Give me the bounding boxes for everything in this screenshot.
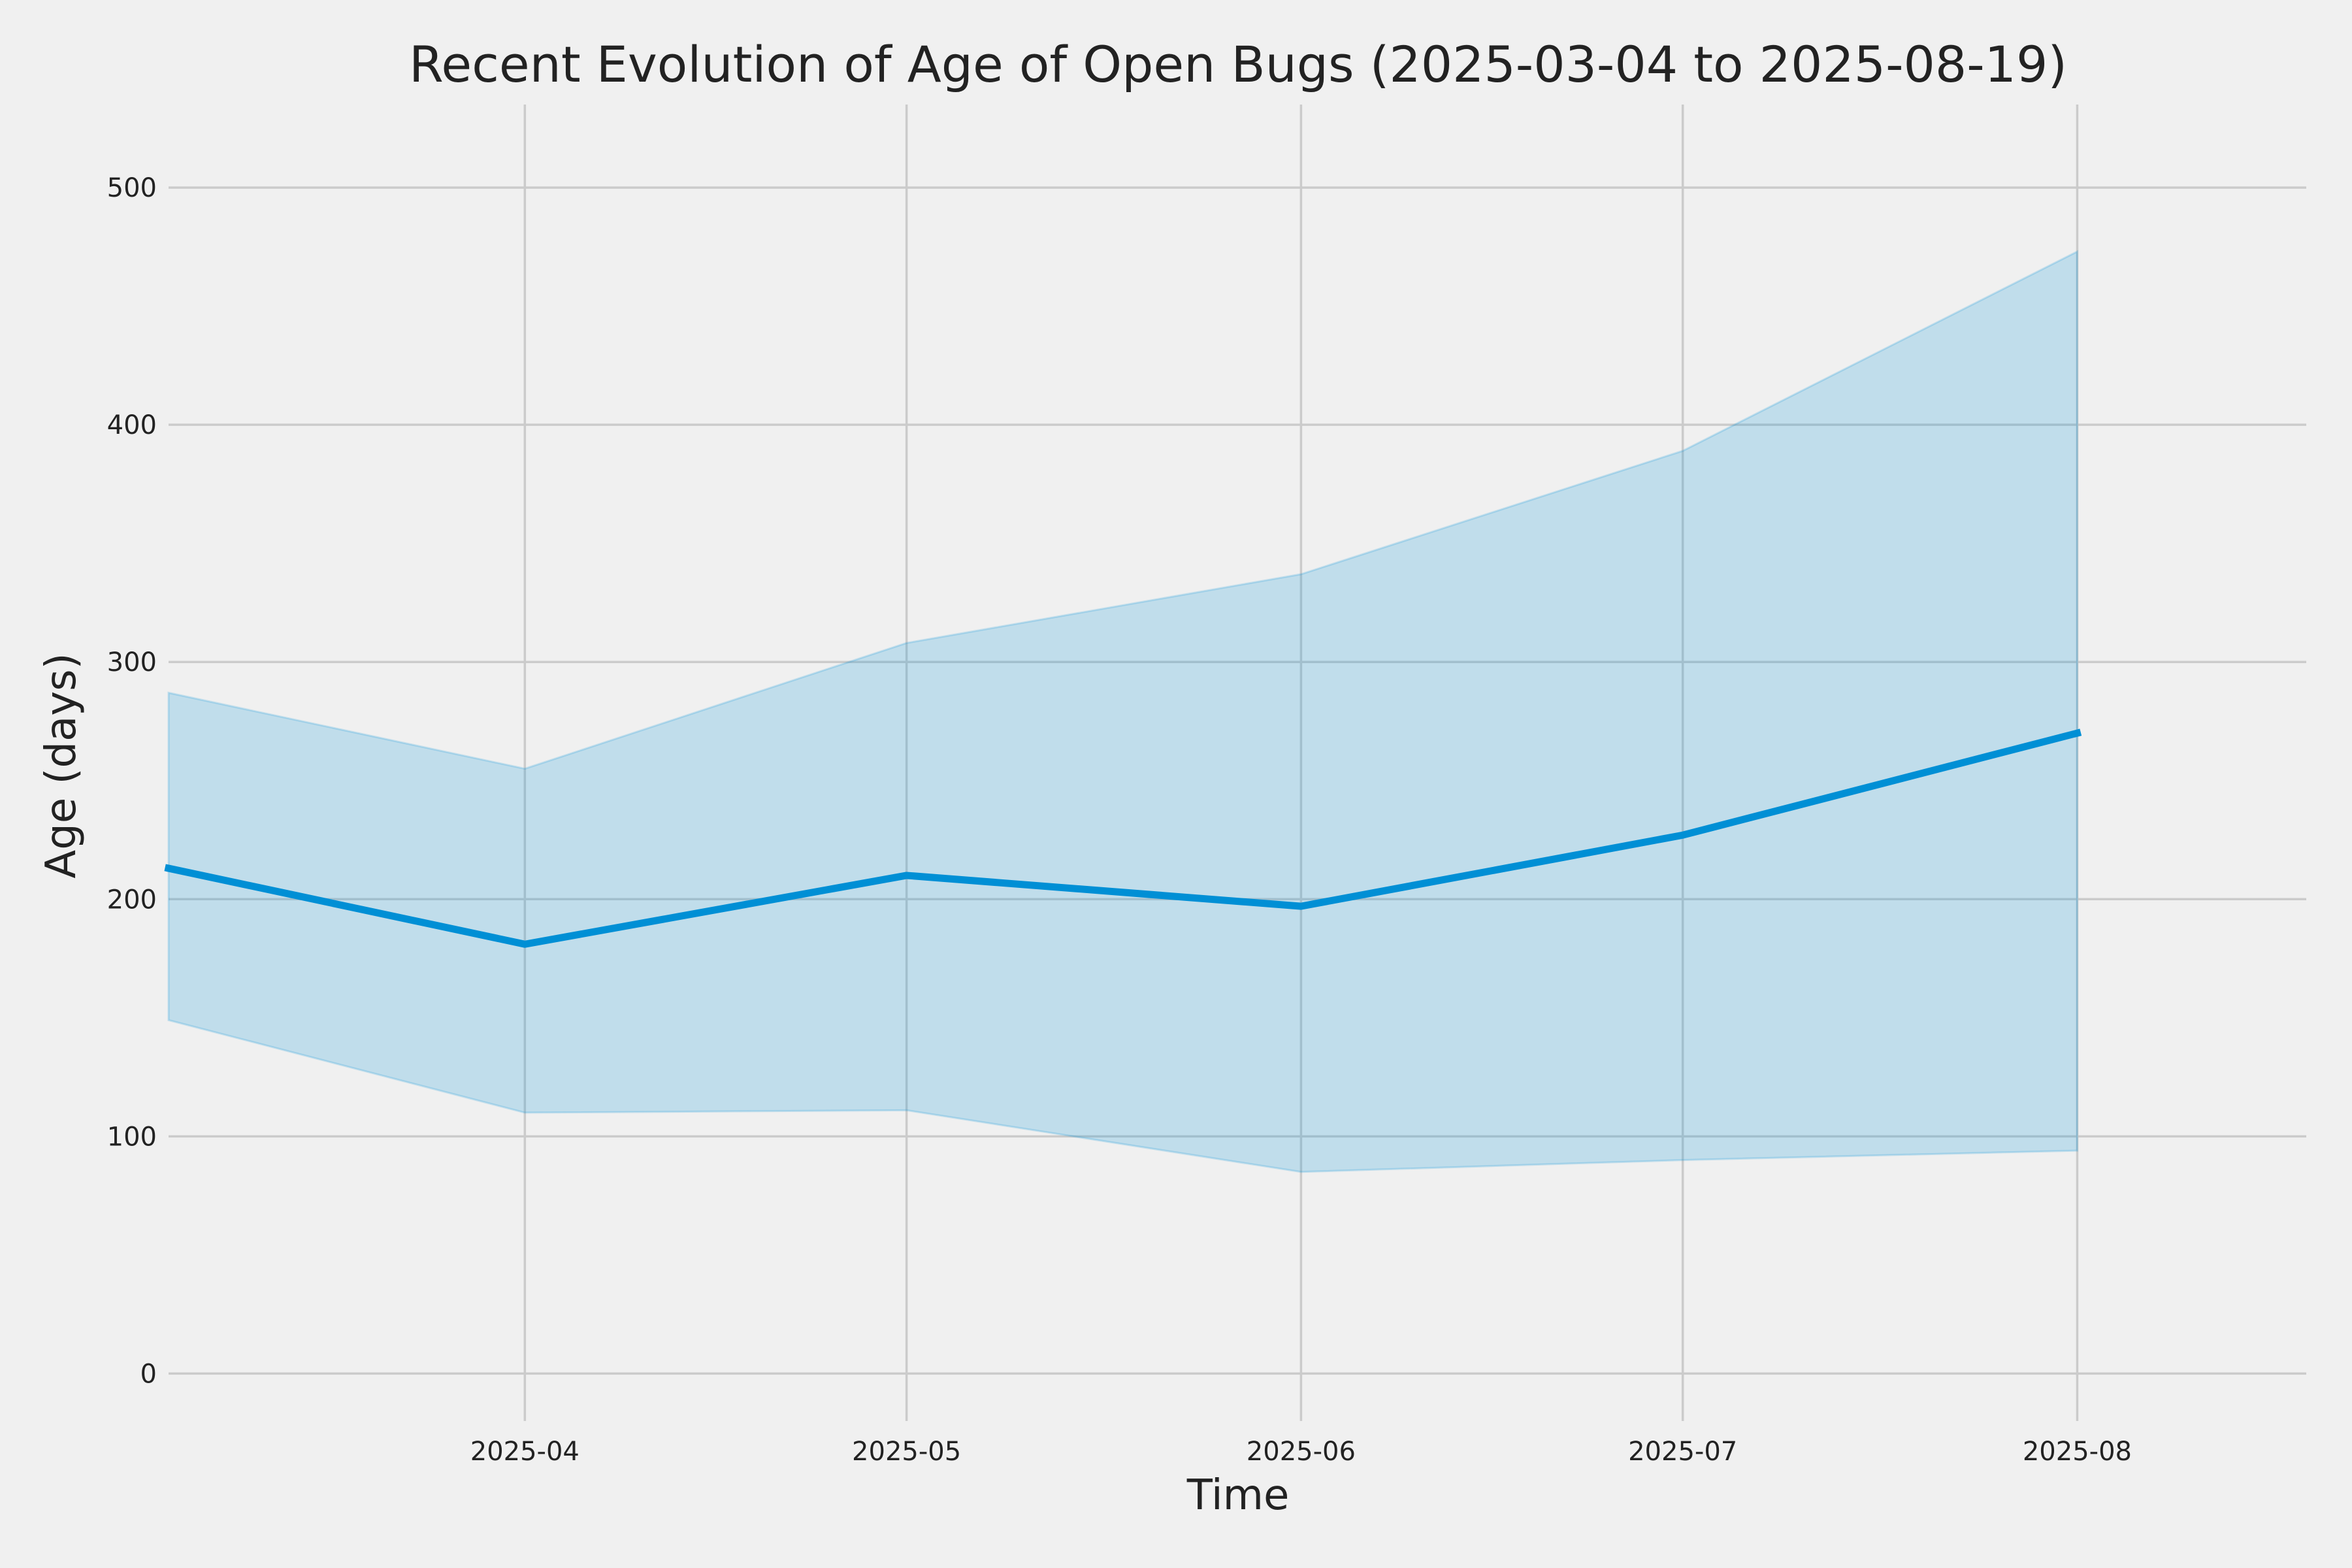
data-point [1297, 902, 1305, 910]
x-tick-label: 2025-08 [2023, 1437, 2132, 1467]
y-axis-label: Age (days) [37, 653, 86, 878]
data-point [903, 872, 911, 879]
y-tick-label: 400 [107, 410, 157, 440]
x-tick-label: 2025-04 [470, 1437, 580, 1467]
data-point [1679, 831, 1687, 839]
line-layer [164, 728, 2082, 948]
y-tick-label: 300 [107, 647, 157, 678]
x-tick-label: 2025-06 [1247, 1437, 1356, 1467]
data-point [165, 864, 172, 872]
x-tick-label: 2025-07 [1628, 1437, 1737, 1467]
x-tick-label: 2025-05 [852, 1437, 961, 1467]
age-line [164, 728, 2082, 948]
y-tick-label: 0 [140, 1359, 157, 1389]
grid-layer [169, 105, 2306, 1421]
y-tick-label: 100 [107, 1122, 157, 1152]
tick-layer: 0 100 200 300 400 500 2025-04 2025-05 2025-06 202… [107, 173, 2132, 1467]
band-layer [167, 250, 2078, 1173]
x-axis-label: Time [1186, 1471, 1290, 1520]
data-point [2073, 729, 2081, 737]
confidence-band [167, 250, 2078, 1173]
y-tick-label: 200 [107, 885, 157, 915]
y-tick-label: 500 [107, 173, 157, 203]
chart-title: Recent Evolution of Age of Open Bugs (20… [409, 35, 2067, 93]
data-point [521, 940, 529, 948]
